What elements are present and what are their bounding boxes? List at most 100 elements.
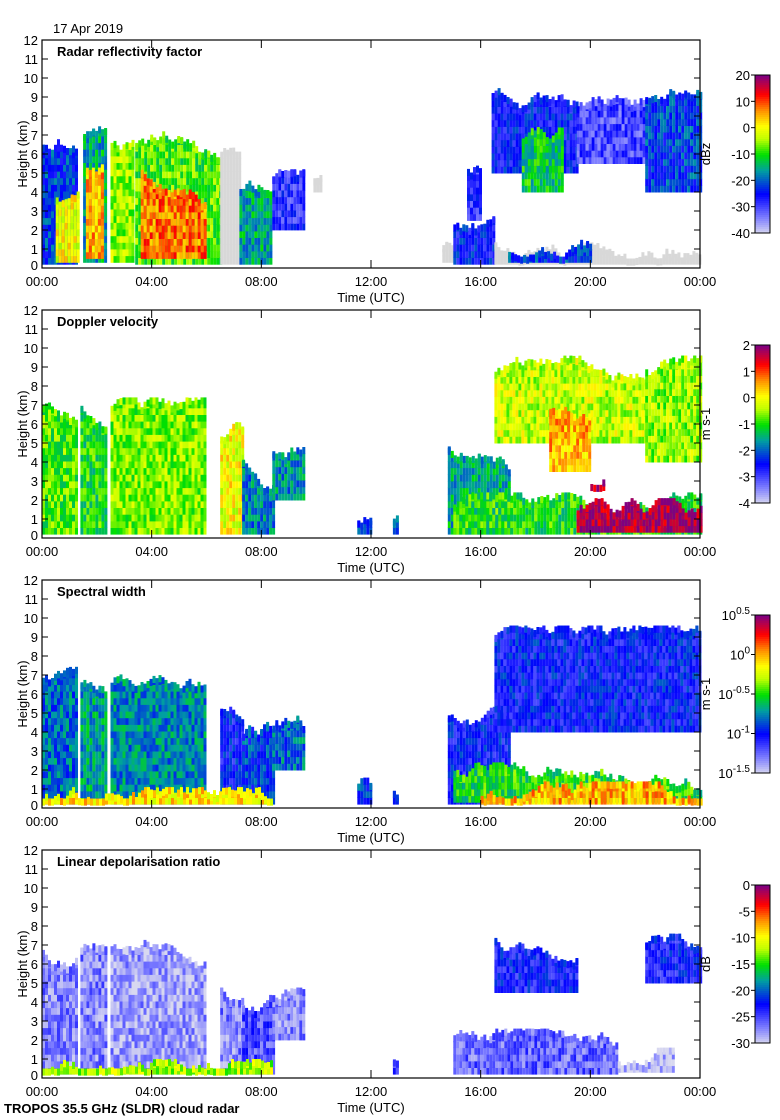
radar-cell: [173, 467, 177, 475]
radar-cell: [512, 133, 516, 141]
radar-cell: [654, 125, 658, 133]
radar-cell: [216, 244, 220, 252]
radar-cell: [198, 151, 202, 159]
radar-cell: [248, 217, 252, 225]
radar-cell: [232, 423, 236, 431]
radar-cell: [134, 514, 138, 522]
radar-cell: [95, 142, 99, 150]
radar-cell: [179, 447, 183, 455]
radar-cell: [54, 157, 57, 165]
radar-cell: [152, 520, 156, 528]
radar-cell: [275, 196, 279, 204]
x-tick-label: 00:00: [26, 274, 59, 289]
radar-cell: [681, 98, 685, 106]
radar-cell: [266, 257, 270, 265]
radar-cell: [687, 98, 691, 106]
radar-cell: [170, 487, 174, 495]
radar-cell: [551, 96, 555, 104]
colorbar-swatch: [755, 217, 770, 220]
footer-label: TROPOS 35.5 GHz (SLDR) cloud radar: [4, 1101, 240, 1116]
radar-cell: [80, 427, 84, 435]
radar-cell: [657, 165, 661, 173]
radar-cell: [137, 527, 141, 535]
radar-cell: [542, 185, 546, 193]
radar-cell: [91, 211, 95, 219]
radar-cell: [660, 96, 664, 104]
radar-cell: [468, 474, 472, 482]
radar-cell: [86, 487, 90, 495]
radar-cell: [85, 185, 89, 193]
radar-cell: [266, 204, 270, 212]
radar-cell: [58, 229, 62, 237]
radar-cell: [179, 507, 183, 515]
radar-cell: [54, 414, 57, 422]
radar-cell: [272, 183, 276, 191]
radar-cell: [220, 507, 224, 515]
radar-cell: [512, 146, 516, 154]
radar-cell: [532, 254, 536, 262]
colorbar-swatch: [755, 109, 770, 112]
radar-cell: [696, 89, 700, 97]
radar-cell: [54, 409, 57, 417]
radar-cell: [67, 235, 71, 243]
radar-cell: [299, 460, 303, 468]
radar-cell: [232, 147, 236, 155]
radar-cell: [125, 481, 129, 489]
radar-cell: [642, 117, 646, 125]
radar-cell: [662, 254, 666, 262]
radar-cell: [182, 407, 186, 415]
radar-cell: [158, 527, 162, 535]
radar-cell: [477, 225, 481, 233]
radar-cell: [690, 118, 694, 126]
radar-cell: [459, 244, 463, 252]
radar-cell: [498, 456, 502, 464]
radar-cell: [146, 218, 150, 226]
radar-cell: [518, 153, 522, 161]
radar-cell: [599, 248, 603, 256]
radar-cell: [161, 447, 165, 455]
radar-cell: [477, 250, 481, 258]
radar-cell: [45, 217, 48, 225]
radar-cell: [194, 487, 198, 495]
radar-cell: [57, 454, 60, 462]
radar-cell: [89, 142, 93, 150]
radar-cell: [456, 467, 460, 475]
radar-cell: [663, 125, 667, 133]
radar-cell: [293, 216, 297, 224]
radar-cell: [594, 136, 598, 144]
radar-cell: [468, 257, 472, 265]
radar-cell: [167, 225, 171, 233]
radar-cell: [191, 447, 195, 455]
radar-cell: [83, 175, 87, 183]
radar-cell: [182, 245, 186, 253]
radar-cell: [554, 100, 558, 108]
radar-cell: [119, 441, 123, 449]
radar-cell: [67, 229, 71, 237]
radar-cell: [42, 171, 45, 179]
radar-cell: [162, 144, 166, 152]
radar-cell: [200, 238, 204, 246]
radar-cell: [104, 454, 108, 462]
radar-cell: [229, 481, 233, 489]
radar-cell: [110, 494, 114, 502]
radar-cell: [542, 152, 546, 160]
radar-cell: [548, 165, 552, 173]
radar-cell: [395, 515, 399, 523]
radar-cell: [566, 166, 570, 174]
radar-cell: [128, 421, 132, 429]
radar-cell: [66, 487, 69, 495]
radar-cell: [75, 184, 78, 192]
radar-cell: [110, 182, 114, 190]
radar-cell: [179, 407, 183, 415]
radar-cell: [666, 132, 670, 140]
radar-cell: [75, 441, 78, 449]
radar-cell: [235, 217, 239, 225]
radar-cell: [69, 184, 72, 192]
radar-cell: [633, 123, 637, 131]
radar-cell: [125, 467, 129, 475]
radar-cell: [104, 162, 108, 170]
radar-cell: [533, 158, 537, 166]
radar-cell: [179, 421, 183, 429]
radar-cell: [574, 247, 578, 255]
radar-cell: [284, 466, 288, 474]
